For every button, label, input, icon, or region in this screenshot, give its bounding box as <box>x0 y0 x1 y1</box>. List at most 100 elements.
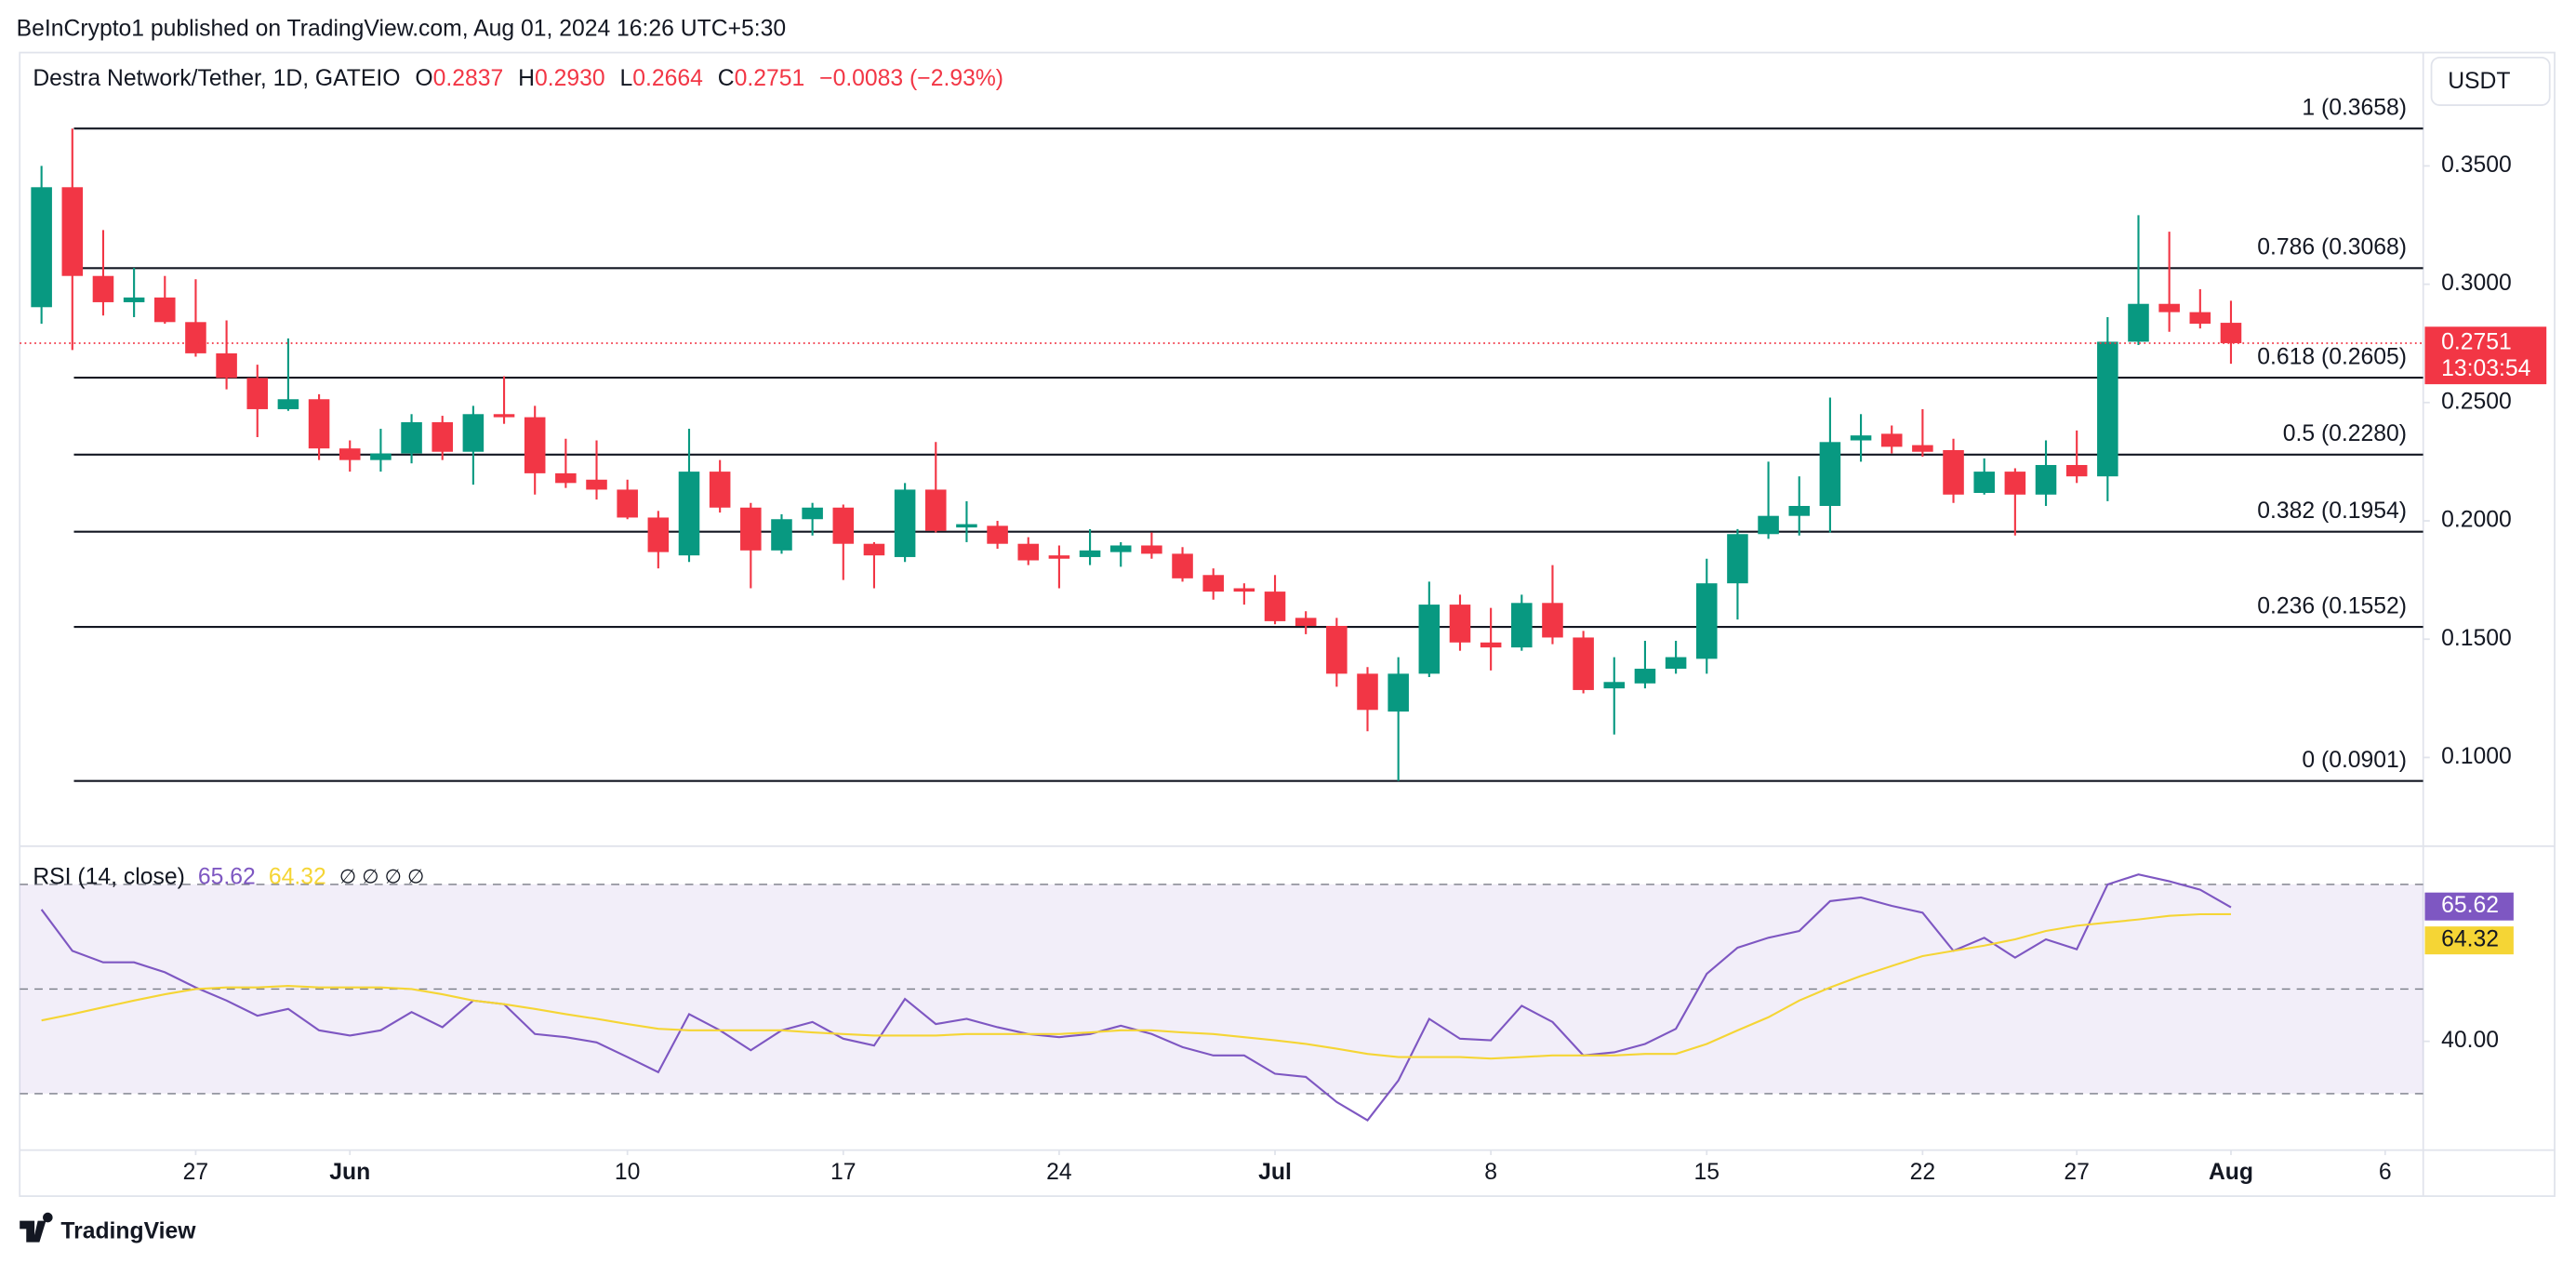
rsi-value: 65.62 <box>198 864 256 889</box>
candle-body <box>277 399 299 409</box>
candle-body <box>1943 449 1964 495</box>
fib-label: 1 (0.3658) <box>2302 96 2407 121</box>
candle-body <box>370 453 392 460</box>
candle-body <box>740 507 762 551</box>
rsi-legend: RSI (14, close) 65.62 64.32 ∅ ∅ ∅ ∅ <box>33 864 424 889</box>
candle-body <box>1880 433 1903 447</box>
candle-body <box>246 378 269 409</box>
candle-body <box>771 519 792 551</box>
candle-body <box>2097 341 2118 477</box>
high: 0.2930 <box>535 65 605 90</box>
x-tick-label: 10 <box>615 1160 640 1185</box>
l-label: L <box>620 65 633 90</box>
candle-body <box>1912 445 1933 452</box>
candle-body <box>1542 603 1563 638</box>
candle-body <box>1172 553 1193 578</box>
candle-body <box>1264 592 1286 621</box>
x-tick-label: 24 <box>1046 1160 1072 1185</box>
candle-body <box>1603 682 1626 689</box>
x-tick-label: 27 <box>2064 1160 2089 1185</box>
axes: 27 Jun 10 17 24 Jul 8 15 22 27 Aug 6 0.1000 0.1500 0.2… <box>183 96 2547 1185</box>
price-tag-countdown: 13:03:54 <box>2441 356 2530 381</box>
y-tick-label: 0.2500 <box>2441 389 2512 414</box>
candle-body <box>2004 472 2026 495</box>
candle-body <box>1079 550 1101 557</box>
candle-body <box>1727 534 1748 584</box>
candle-body <box>1788 505 1811 516</box>
candle-body <box>1511 603 1533 648</box>
candle-body <box>894 489 916 557</box>
y-tick-label: 0.1000 <box>2441 744 2512 769</box>
price-tag <box>2424 326 2547 385</box>
currency: USDT <box>2448 69 2510 94</box>
rsi-tag-value: 64.32 <box>2441 927 2499 952</box>
candle-body <box>1357 673 1378 711</box>
y-tick-label: 0.3000 <box>2441 271 2512 296</box>
x-tick-label: 15 <box>1694 1160 1720 1185</box>
x-tick-label: Jul <box>1258 1160 1292 1185</box>
candle-body <box>924 489 947 531</box>
fib-label: 0.236 (0.1552) <box>2257 593 2407 618</box>
open: 0.2837 <box>433 65 504 90</box>
fib-label: 0.5 (0.2280) <box>2283 421 2407 446</box>
y-tick-label: 0.1500 <box>2441 626 2512 651</box>
candle-body <box>1634 669 1656 684</box>
candle-body <box>709 472 731 508</box>
rsi-title: RSI (14, close) <box>33 864 184 889</box>
y-tick-label: 0.2000 <box>2441 508 2512 533</box>
low: 0.2664 <box>632 65 703 90</box>
change: −0.0083 (−2.93%) <box>819 65 1003 90</box>
candle-body <box>1202 575 1224 592</box>
logo-icon <box>20 1212 53 1243</box>
brand: TradingView <box>60 1218 196 1243</box>
c-label: C <box>718 65 735 90</box>
candle-body <box>2035 464 2057 495</box>
candle-body <box>154 297 176 323</box>
candle-body <box>956 524 977 528</box>
candle-body <box>1819 442 1841 506</box>
candle-body <box>987 525 1008 544</box>
candle-body <box>31 187 52 308</box>
candle-body <box>2128 303 2149 342</box>
publisher: BeInCrypto1 published on TradingView.com… <box>17 16 786 41</box>
candle-body <box>432 421 453 452</box>
candle-body <box>647 517 670 552</box>
candle-body <box>863 543 885 556</box>
rsi-tag <box>2424 926 2514 955</box>
candle-body <box>2065 464 2088 477</box>
candle-body <box>185 322 206 353</box>
candle-body <box>1017 543 1040 561</box>
x-tick-label: Aug <box>2209 1160 2253 1185</box>
candle-body <box>1573 637 1594 690</box>
candle-body <box>1758 515 1779 535</box>
close: 0.2751 <box>735 65 805 90</box>
candle-body <box>2189 312 2211 325</box>
candle-body <box>1295 618 1317 626</box>
rsi-line <box>41 912 2231 1060</box>
rsi-tag-value: 65.62 <box>2441 893 2499 918</box>
o-label: O <box>415 65 432 90</box>
candle-body <box>462 414 485 452</box>
candle-body <box>308 399 330 449</box>
currency-button[interactable] <box>2430 56 2551 106</box>
rsi-tag <box>2424 892 2514 921</box>
candle-body <box>1418 605 1441 674</box>
candle-body <box>1850 435 1872 441</box>
candle-body <box>339 448 361 460</box>
candle-body <box>1326 625 1348 674</box>
candle-body <box>2220 323 2242 343</box>
candle-body <box>586 479 607 490</box>
candle-body <box>1141 545 1162 554</box>
price-tag-value: 0.2751 <box>2441 329 2512 354</box>
candle-body <box>1480 642 1502 648</box>
candle-body <box>493 414 515 418</box>
candle-body <box>1109 545 1132 552</box>
fib-label: 0.382 (0.1954) <box>2257 499 2407 524</box>
candle-body <box>555 472 577 484</box>
candle-body <box>123 297 145 302</box>
candle-body <box>2158 303 2180 312</box>
h-label: H <box>518 65 535 90</box>
